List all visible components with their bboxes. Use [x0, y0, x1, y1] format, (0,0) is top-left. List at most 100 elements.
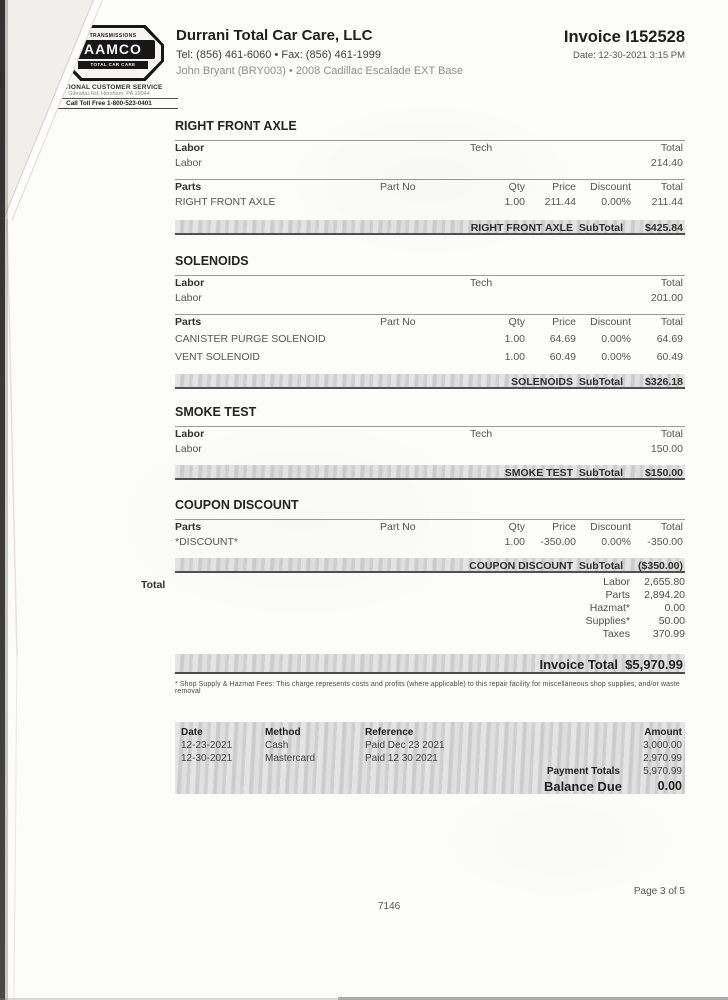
parts-header-row: Parts Part No Qty Price Discount Total	[175, 315, 685, 330]
subtotal-section-name: RIGHT FRONT AXLE	[470, 222, 573, 234]
customer-service-address: Gibraltar Rd, Horsham, PA 19044	[40, 91, 178, 99]
divider	[175, 519, 685, 520]
part-price: 60.49	[549, 351, 576, 363]
total-line-value: 2,655.80	[644, 576, 685, 588]
balance-due-value: 0.00	[657, 779, 682, 793]
part-qty: 1.00	[504, 196, 525, 208]
labor-header: Labor	[175, 428, 205, 440]
part-name: VENT SOLENOID	[175, 351, 260, 363]
total-line: Hazmat* 0.00	[175, 602, 685, 615]
payment-date: 12-30-2021	[181, 753, 233, 764]
total-line-value: 50.00	[658, 615, 685, 627]
parts-header: Parts	[175, 316, 202, 328]
subtotal-band: RIGHT FRONT AXLE SubTotal $425.84	[175, 220, 685, 235]
labor-header-row: Labor Tech Total	[175, 427, 685, 442]
payment-amount-header: Amount	[644, 727, 682, 738]
logo-badge-inner: TRANSMISSIONS AAMCO TOTAL CAR CARE	[65, 28, 161, 78]
customer-service-title: NATIONAL CUSTOMER SERVICE	[55, 84, 163, 91]
tech-header: Tech	[470, 428, 493, 440]
divider	[175, 426, 685, 427]
divider	[175, 179, 685, 180]
invoice-body: RIGHT FRONT AXLE Labor Tech Total Labor …	[175, 112, 685, 794]
subtotal-section-name: COUPON DISCOUNT	[469, 560, 573, 572]
price-header: Price	[552, 316, 576, 328]
payment-totals-value: 5,970.99	[643, 766, 682, 777]
aamco-logo: TRANSMISSIONS AAMCO TOTAL CAR CARE	[62, 25, 164, 81]
part-discount: 0.00%	[601, 536, 631, 548]
section-coupon-discount: COUPON DISCOUNT Parts Part No Qty Price …	[175, 491, 685, 573]
discount-header: Discount	[590, 181, 631, 193]
parts-header: Parts	[175, 521, 202, 533]
payment-method-header: Method	[265, 727, 301, 738]
fees-footnote: * Shop Supply & Hazmat Fees: This charge…	[175, 681, 680, 695]
parts-header: Parts	[175, 181, 202, 193]
logo-total-car-care-text: TOTAL CAR CARE	[78, 61, 148, 69]
subtotal-band: SMOKE TEST SubTotal $150.00	[175, 465, 685, 480]
part-total: 211.44	[651, 196, 683, 208]
total-line: Taxes 370.99	[175, 628, 685, 641]
part-total: 64.69	[656, 333, 683, 345]
total-line-value: 370.99	[652, 628, 685, 640]
qty-header: Qty	[508, 521, 525, 533]
page-indicator: Page 3 of 5	[633, 886, 685, 897]
payment-date-header: Date	[181, 727, 203, 738]
invoice-date: Date: 12-30-2021 3:15 PM	[573, 50, 685, 61]
labor-header: Labor	[175, 142, 205, 154]
section-right-front-axle: RIGHT FRONT AXLE Labor Tech Total Labor …	[175, 112, 685, 235]
part-name: RIGHT FRONT AXLE	[175, 196, 276, 208]
subtotal-label: SubTotal	[578, 376, 623, 388]
payment-method: Cash	[265, 740, 289, 751]
part-discount: 0.00%	[601, 196, 631, 208]
balance-due-row: Balance Due 0.00	[175, 778, 685, 795]
part-qty: 1.00	[504, 536, 525, 548]
labor-row: Labor 214.40	[175, 156, 685, 171]
subtotal-value: $425.84	[645, 222, 683, 234]
section-title: SOLENOIDS	[175, 254, 249, 268]
tech-header: Tech	[470, 142, 493, 154]
part-qty: 1.00	[504, 333, 525, 345]
toll-free-line: Call Toll Free 1-800-523-0401	[40, 99, 178, 109]
discount-header: Discount	[590, 316, 631, 328]
payment-reference: Paid 12 30 2021	[365, 753, 438, 764]
price-header: Price	[552, 181, 576, 193]
total-header: Total	[660, 316, 683, 328]
scan-left-edge-soft	[5, 0, 8, 1000]
total-header: Total	[660, 181, 683, 193]
logo-transmissions-text: TRANSMISSIONS	[89, 33, 137, 39]
discount-header: Discount	[590, 521, 631, 533]
subtotal-section-name: SMOKE TEST	[504, 467, 573, 479]
partno-header: Part No	[380, 521, 416, 533]
part-row: RIGHT FRONT AXLE 1.00 211.44 0.00% 211.4…	[175, 195, 685, 210]
subtotal-label: SubTotal	[578, 560, 623, 572]
company-name: Durrani Total Car Care, LLC	[176, 27, 373, 44]
payment-totals-row: Payment Totals 5,970.99	[175, 765, 685, 778]
section-smoke-test: SMOKE TEST Labor Tech Total Labor 150.00…	[175, 398, 685, 480]
balance-due-label: Balance Due	[543, 779, 622, 794]
price-header: Price	[552, 521, 576, 533]
logo-aamco-text: AAMCO	[70, 40, 156, 59]
subtotal-band: COUPON DISCOUNT SubTotal ($350.00)	[175, 558, 685, 573]
partno-header: Part No	[380, 181, 416, 193]
margin-total-label: Total	[141, 579, 166, 591]
payment-amount: 3,000.00	[643, 740, 682, 751]
divider	[175, 140, 685, 141]
invoice-number: Invoice I152528	[563, 28, 685, 46]
part-row: *DISCOUNT* 1.00 -350.00 0.00% -350.00	[175, 535, 685, 550]
company-contact-line: Tel: (856) 461-6060 • Fax: (856) 461-199…	[176, 49, 382, 61]
payments-header-row: Date Method Reference Amount	[175, 726, 685, 739]
total-line-value: 0.00	[664, 602, 685, 614]
labor-row: Labor 201.00	[175, 291, 685, 306]
section-title: RIGHT FRONT AXLE	[175, 119, 297, 133]
document-number: 7146	[378, 901, 401, 912]
payment-date: 12-23-2021	[181, 740, 233, 751]
payment-reference: Paid Dec 23 2021	[365, 740, 445, 751]
labor-total: 201.00	[650, 292, 683, 304]
total-header: Total	[660, 428, 683, 440]
subtotal-value: $326.18	[645, 376, 683, 388]
total-header: Total	[660, 521, 683, 533]
invoice-total-label: Invoice Total	[539, 657, 619, 672]
subtotal-value: $150.00	[645, 467, 683, 479]
section-title: SMOKE TEST	[175, 405, 257, 419]
invoice-total-value: $5,970.99	[625, 657, 683, 672]
